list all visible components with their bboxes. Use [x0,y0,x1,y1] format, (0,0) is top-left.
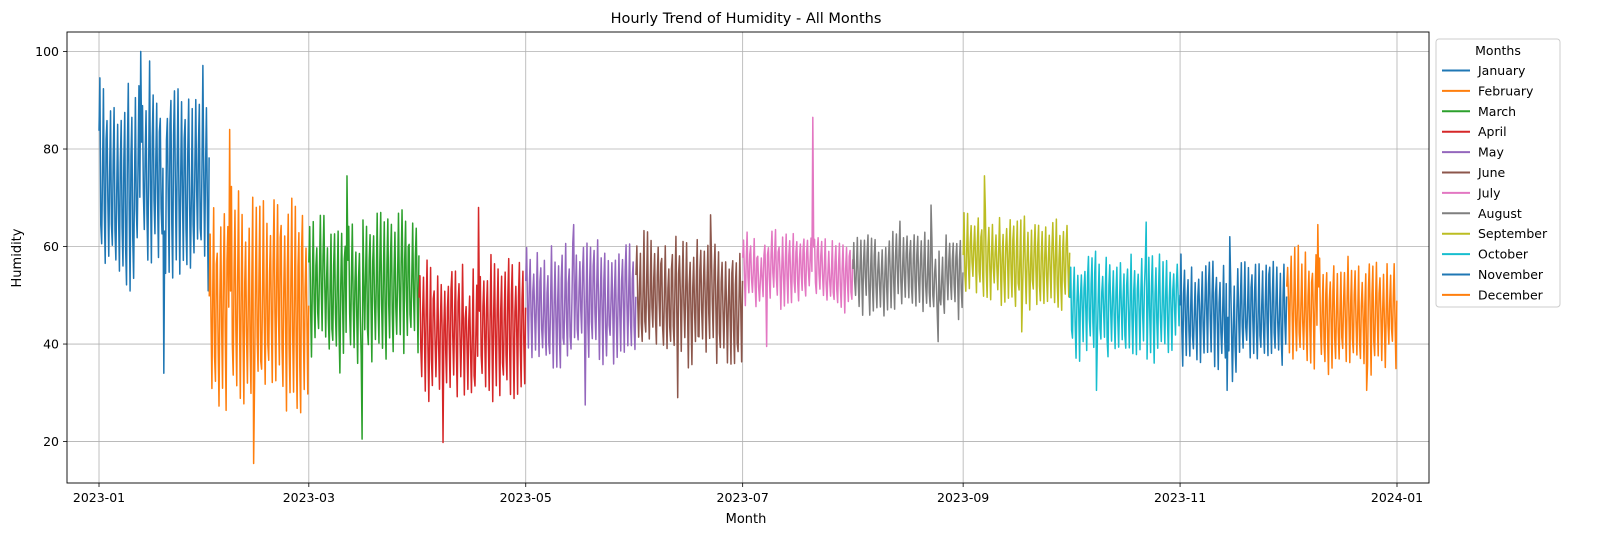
series-line-october [1069,221,1181,392]
legend-label-may: May [1478,145,1504,160]
series-line-november [1179,236,1288,392]
y-tick-label: 100 [35,44,59,59]
legend-label-december: December [1478,287,1544,302]
series-line-april [418,206,527,444]
legend-items: January February March April May June July Augu… [1442,63,1548,302]
series-line-february [208,128,310,465]
series-line-may [524,223,637,406]
legend-label-june: June [1477,165,1506,180]
plot-frame [66,31,1430,484]
x-axis: 2023-01 2023-03 2023-05 2023-07 2023-09 2023-… [73,483,1423,505]
legend-frame [1435,38,1561,308]
y-tick-label: 20 [43,434,59,449]
legend-label-february: February [1478,83,1534,98]
legend-label-march: March [1478,104,1516,119]
x-tick-label: 2023-05 [500,490,552,505]
x-tick-label: 2024-01 [1371,490,1423,505]
x-tick-label: 2023-03 [283,490,335,505]
legend-label-january: January [1477,63,1526,78]
x-tick-label: 2023-09 [937,490,989,505]
series-line-june [635,214,744,399]
x-axis-label: Month [726,512,767,527]
y-tick-label: 40 [43,337,59,352]
series-layer [98,50,1398,465]
y-axis-label: Humidity [10,228,25,287]
legend-label-august: August [1478,206,1522,221]
legend-label-september: September [1478,226,1548,241]
legend-title: Months [1475,43,1521,58]
legend-label-july: July [1477,185,1501,200]
y-tick-label: 60 [43,239,59,254]
series-line-july [741,116,854,348]
x-tick-label: 2023-01 [73,490,125,505]
y-tick-label: 80 [43,142,59,157]
legend-label-october: October [1478,247,1529,262]
series-line-january [98,50,210,375]
legend-label-november: November [1478,267,1544,282]
y-axis: 20 40 60 80 100 [35,44,67,449]
series-line-march [308,175,420,440]
legend: Months JanuaryFebruaryMarchAprilMayJuneJ… [1435,38,1561,308]
series-line-december [1286,223,1398,392]
x-tick-label: 2023-11 [1154,490,1206,505]
legend-label-april: April [1478,124,1507,139]
chart-title: Hourly Trend of Humidity - All Months [611,11,882,27]
series-line-september [962,175,1071,333]
x-tick-label: 2023-07 [717,490,769,505]
series-line-august [852,204,964,343]
